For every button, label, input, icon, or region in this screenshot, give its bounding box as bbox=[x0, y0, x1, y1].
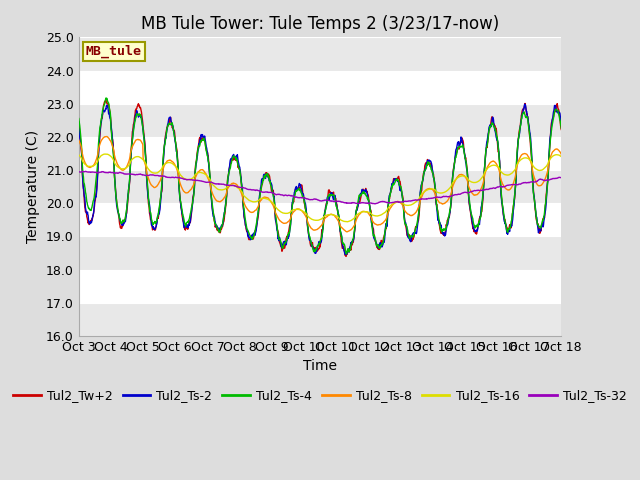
Text: MB_tule: MB_tule bbox=[86, 45, 142, 58]
Bar bbox=[79, 137, 561, 170]
Title: MB Tule Tower: Tule Temps 2 (3/23/17-now): MB Tule Tower: Tule Temps 2 (3/23/17-now… bbox=[141, 15, 499, 33]
Legend: Tul2_Tw+2, Tul2_Ts-2, Tul2_Ts-4, Tul2_Ts-8, Tul2_Ts-16, Tul2_Ts-32: Tul2_Tw+2, Tul2_Ts-2, Tul2_Ts-4, Tul2_Ts… bbox=[8, 384, 632, 407]
X-axis label: Time: Time bbox=[303, 360, 337, 373]
Bar bbox=[79, 37, 561, 71]
Bar bbox=[79, 303, 561, 336]
Bar bbox=[79, 170, 561, 203]
Bar bbox=[79, 270, 561, 303]
Bar bbox=[79, 203, 561, 237]
Bar bbox=[79, 71, 561, 104]
Bar bbox=[79, 104, 561, 137]
Y-axis label: Temperature (C): Temperature (C) bbox=[26, 130, 40, 243]
Bar bbox=[79, 237, 561, 270]
